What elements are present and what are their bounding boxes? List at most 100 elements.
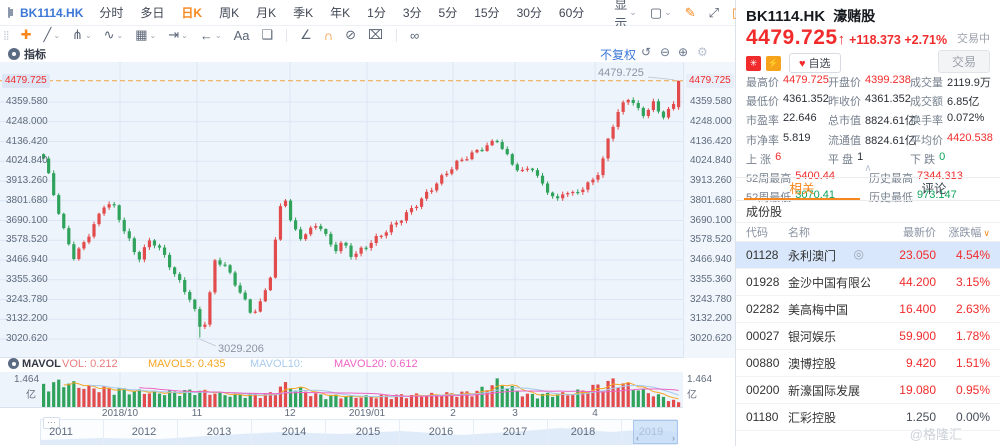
badge-row: ✳ ⚡ ♥ 自选 — [746, 53, 841, 73]
indicator-button[interactable]: 指标 — [8, 46, 46, 62]
chevron-down-icon: ⌄ — [181, 30, 188, 40]
tab-related[interactable]: 相关 — [736, 178, 868, 200]
component-row-00027[interactable]: 00027 银河娱乐 59.900 1.78% — [736, 323, 1000, 350]
range-left-arrow[interactable]: ‹ — [636, 433, 639, 443]
zoom-out-icon[interactable]: ⊖ — [660, 45, 671, 59]
component-row-01128[interactable]: 01128 永利澳门 ◎ 23.050 4.54% — [736, 242, 1000, 269]
zoom-in-icon[interactable]: ⊕ — [678, 45, 689, 59]
link-charts-icon[interactable]: ∞ — [410, 27, 420, 43]
navigator-year-2011[interactable]: 2011 — [49, 426, 73, 438]
adjust-mode-link[interactable]: 不复权 — [600, 48, 637, 62]
fullscreen-icon[interactable]: ⤢ — [708, 4, 719, 20]
chart-style-menu[interactable]: ▢ ⌄ — [649, 4, 672, 20]
price-chart-pane[interactable]: 4479.725 3029.206 4359.580 4248.000 4136.42… — [0, 62, 683, 358]
period-tab-5分[interactable]: 5分 — [438, 6, 458, 20]
vol-scale-left: 1.464 — [14, 374, 40, 385]
period-tab-3分[interactable]: 3分 — [402, 6, 422, 20]
eye-icon[interactable] — [8, 48, 20, 60]
period-tab-15分[interactable]: 15分 — [474, 6, 500, 20]
more-ranges-button[interactable]: ⋯ — [43, 417, 60, 429]
col-pct-sort[interactable]: 涨跌幅 ∨ — [948, 227, 990, 239]
navigator-year-2018[interactable]: 2018 — [570, 426, 596, 438]
price-axis[interactable]: 4359.580 4248.000 4136.420 4024.840 3913.260… — [683, 62, 735, 358]
add-watchlist-button[interactable]: ♥ 自选 — [789, 53, 841, 73]
arrow-tool-icon[interactable]: ← ⌄ — [199, 27, 222, 43]
price-tick-label: 4024.840 — [6, 155, 48, 167]
target-icon[interactable]: ◎ — [853, 246, 864, 261]
measure-tool-icon[interactable]: ⇥ ⌄ — [168, 27, 188, 42]
price-tick-label: 4136.420 — [6, 135, 48, 147]
period-tab-多日[interactable]: 多日 — [140, 6, 165, 20]
period-tab-60分[interactable]: 60分 — [558, 6, 585, 20]
chart-settings-icon[interactable]: ⚙ — [697, 45, 708, 59]
trade-button[interactable]: 交易 — [937, 50, 990, 73]
chevron-down-icon: ⌄ — [664, 7, 672, 17]
layout-window-icon[interactable] — [8, 7, 13, 18]
trendline-tool-icon[interactable]: ╱ ⌄ — [43, 27, 61, 42]
trading-status: 交易中 — [957, 33, 990, 45]
collapse-stats-button[interactable]: ∧ — [864, 163, 872, 174]
magnet-tool-icon[interactable]: ∩ — [323, 27, 334, 43]
symbol-label[interactable]: BK1114.HK — [20, 5, 84, 20]
panel-tabs: 相关 评论 — [736, 177, 1000, 201]
time-tick-label: 11 — [191, 408, 203, 419]
navigator-year-2017[interactable]: 2017 — [502, 426, 528, 438]
range-navigator[interactable]: ⋯ 201120122013201420152016201720182019‹› — [40, 417, 678, 445]
navigator-year-2014[interactable]: 2014 — [281, 426, 307, 438]
navigator-year-2013[interactable]: 2013 — [206, 426, 232, 438]
delete-drawings-icon[interactable]: ⌧ — [368, 27, 384, 42]
text-tool-icon[interactable]: Aa — [233, 27, 250, 43]
period-tab-周K[interactable]: 周K — [219, 6, 240, 20]
period-tab-季K[interactable]: 季K — [293, 6, 314, 20]
navigator-year-2016[interactable]: 2016 — [428, 426, 454, 438]
eye-icon[interactable] — [8, 358, 19, 369]
stat-下 跌: 下 跌0 — [910, 150, 946, 166]
last-price: 4479.725 — [746, 26, 838, 49]
vol-unit-left: 亿 — [26, 390, 36, 401]
reset-chart-icon[interactable]: ↺ — [641, 45, 652, 59]
candlestick-chart[interactable]: 4479.725 3029.206 — [0, 62, 683, 358]
mavol-toggle[interactable]: MAVOL — [8, 358, 61, 370]
comment-tool-icon[interactable]: ❑ — [261, 27, 274, 42]
tab-comments[interactable]: 评论 — [921, 182, 947, 196]
period-tab-月K[interactable]: 月K — [256, 6, 277, 20]
chevron-down-icon: ⌄ — [629, 7, 637, 17]
range-right-arrow[interactable]: › — [672, 433, 675, 443]
price-tick-label: 3690.100 — [690, 214, 732, 226]
toolbar-drag-handle[interactable]: ⣿ — [3, 29, 10, 40]
period-tab-1分[interactable]: 1分 — [367, 6, 386, 20]
navigator-divider — [621, 420, 622, 444]
mavol10-value: MAVOL10: — [250, 358, 303, 370]
hide-drawings-icon[interactable]: ⊘ — [345, 27, 357, 42]
stats-row: 市净率 5.819 流通值 8824.61亿 平均价 4420.538 — [746, 132, 993, 148]
period-tab-30分[interactable]: 30分 — [516, 6, 542, 20]
navigator-year-2015[interactable]: 2015 — [355, 426, 381, 438]
period-tab-分时[interactable]: 分时 — [99, 6, 124, 20]
component-row-01928[interactable]: 01928 金沙中国有限公 44.200 3.15% — [736, 269, 1000, 296]
price-tick-label: 3801.680 — [6, 194, 48, 206]
component-row-01180[interactable]: 01180 汇彩控股 1.250 0.00% — [736, 404, 1000, 431]
margin-badge-icon: ✳ — [746, 55, 761, 71]
navigator-selected-range[interactable]: ‹ › — [633, 420, 678, 444]
price-tick-label: 3020.620 — [6, 333, 48, 344]
component-row-02282[interactable]: 02282 美高梅中国 16.400 2.63% — [736, 296, 1000, 323]
navigator-year-2012[interactable]: 2012 — [131, 426, 157, 438]
component-row-00880[interactable]: 00880 澳博控股 9.420 1.51% — [736, 350, 1000, 377]
volume-chart[interactable] — [0, 372, 683, 408]
quote-panel: BK1114.HK 濠赌股 4479.725↑ +118.373 +2.71% 交易… — [736, 0, 1000, 446]
chart-header: 指标 不复权 ↺ ⊖ ⊕ ⚙ — [0, 44, 735, 62]
component-row-00200[interactable]: 00200 新濠国际发展 19.080 0.95% — [736, 377, 1000, 404]
watermark: @格隆汇 — [909, 427, 962, 442]
brush-tool-icon[interactable]: ∿ ⌄ — [103, 27, 124, 42]
edit-icon[interactable]: ✎ — [684, 4, 696, 20]
svg-text:3029.206: 3029.206 — [218, 343, 264, 355]
time-tick-label: 2019/01 — [348, 408, 386, 419]
components-table-header: 代码 名称 最新价 涨跌幅 ∨ — [736, 223, 1000, 242]
period-tab-日K[interactable]: 日K — [181, 6, 203, 20]
pattern-tool-icon[interactable]: ▦ ⌄ — [135, 27, 157, 42]
pitchfork-tool-icon[interactable]: ⋔ ⌄ — [72, 27, 92, 42]
crosshair-tool-icon[interactable]: ✚ — [20, 27, 32, 42]
volume-pane[interactable] — [0, 372, 683, 408]
angle-tool-icon[interactable]: ∠ — [300, 27, 312, 42]
period-tab-年K[interactable]: 年K — [330, 6, 351, 20]
